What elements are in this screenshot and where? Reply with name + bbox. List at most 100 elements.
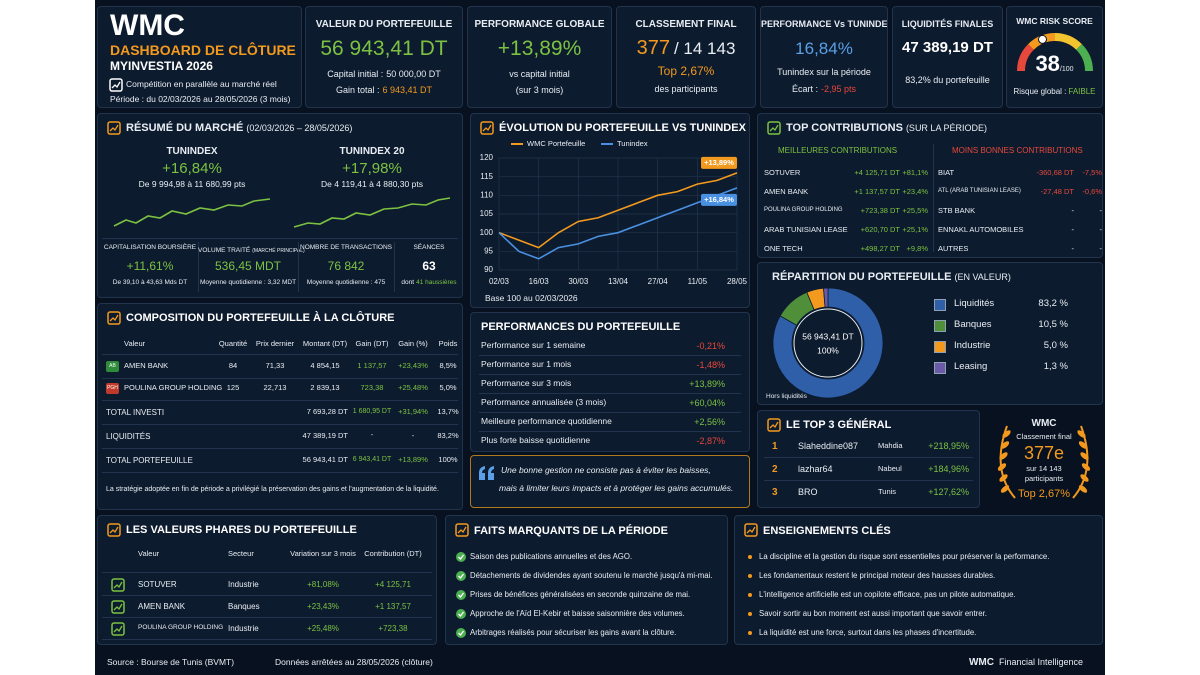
value: 6 943,41 DT [382,85,433,95]
table-header: Gain (%) [398,339,428,348]
label: VOLUME TRAITÉ [198,247,251,254]
contribution-amount: +723,38 DT [860,206,900,215]
stat-note: De 39,10 à 43,63 Mds DT [112,279,188,286]
bullet [748,555,752,559]
quote-line: mais à limiter leurs impacts et à protég… [499,483,734,493]
end-label-box [701,156,737,169]
city: Mahdia [878,441,903,450]
y-tick-label: 100 [480,228,494,237]
contribution-name: POULINA GROUP HOLDING [764,207,843,213]
table-cell: AMEN BANK [138,602,186,611]
check-mark [458,573,465,579]
footer-source: Source : Bourse de Tunis (BVMT) [107,657,235,667]
stat-note: Moyenne quotidienne : 475 [306,279,386,286]
label: Écart : [791,84,818,94]
gauge [1017,33,1093,72]
table-cell: +81,08% [307,580,339,589]
bullet [456,590,466,600]
rank: 3 [772,487,778,498]
stock-badge: PGH [106,383,119,394]
icon [111,622,125,636]
legend-label: Liquidités [954,298,995,309]
title: RÉPARTITION DU PORTEFEUILLE [772,271,952,283]
contribution-pct: - [1099,206,1103,215]
kpi-risk: WMC RISK SCORE 38/100 Risque global : FAIBL… [1006,6,1103,108]
participant-performance: +218,95% [928,441,969,451]
kpi-line: Écart : -2,95 pts [761,84,887,94]
value: 50 000,00 DT [386,69,441,79]
x-tick-label: 30/03 [568,277,589,286]
kpi-value: 377/ 14 143 [617,37,755,60]
table-cell: 5,0% [439,383,457,392]
kpi-value: 16,84% [795,39,853,58]
kpi-global-performance: PERFORMANCE GLOBALE +13,89% vs capital ini… [467,6,612,108]
icon-shape [109,78,123,92]
quote-line: Une bonne gestion ne consiste pas à évit… [501,465,711,475]
label: Gain total : [335,85,380,95]
contribution-pct: +23,4% [902,187,928,196]
kpi-note: (sur 3 mois) [515,85,564,95]
contribution-pct: +9,8% [906,244,928,253]
icon-shape [113,581,123,589]
table-cell: SOTUVER [138,580,177,589]
icon-shape [109,314,119,322]
table-cell: POULINA GROUP HOLDING [138,624,224,631]
divider [102,448,458,449]
stat-label: CAPITALISATION BOURSIÈRE [103,244,197,251]
risk-score: 38/100 [1007,51,1102,76]
contribution-pct: +25,5% [902,206,928,215]
table-header: Montant (DT) [302,339,348,348]
performance-label: Meilleure performance quotidienne [481,416,612,426]
key-lessons: ENSEIGNEMENTS CLÉS La discipline et la ge… [734,515,1103,645]
stock-badge: AB [106,361,119,372]
scale: /100 [1059,66,1074,73]
index-change: +17,98% [342,160,402,177]
divider [764,480,973,481]
contribution-pct: +25,1% [902,225,928,234]
period: Période : du 02/03/2026 au 28/05/2026 (3… [110,94,291,104]
laurel-leaf [1002,430,1011,438]
contribution-amount: +4 125,71 DT [854,168,900,177]
kpi-top: Top 2,67% [657,64,715,78]
divider [479,412,741,413]
icon [767,418,781,432]
kpi-value: 47 389,19 DT [902,39,993,56]
stat-value: 536,45 MDT [214,259,282,273]
participant-performance: +184,96% [928,464,969,474]
kpi-value: 56 943,41 DT [320,37,448,60]
bullet-dot [748,612,752,616]
end-label: +13,89% [704,158,734,167]
index-range: De 9 994,98 à 11 680,99 pts [138,179,246,189]
stat-label: VOLUME TRAITÉ (MARCHÉ PRINCIPAL) [198,244,305,255]
performance-label: Plus forte baisse quotidienne [481,435,591,445]
contribution-name: ATL (ARAB TUNISIAN LEASE) [938,188,1021,194]
x-tick-label: 13/04 [608,277,629,286]
line-chart: WMC Portefeuille Tunindex 90 95 100 105 110 115… [480,139,748,286]
divider [479,431,741,432]
check-circle [456,552,466,562]
check-circle [456,571,466,581]
bullet [748,574,752,578]
divider [198,242,199,292]
table-header: Quantité [218,339,248,348]
kpi-value: +13,89% [497,37,582,60]
bullet-dot [748,593,752,597]
divider [764,457,973,458]
brand: WMC [968,657,994,668]
legend-swatch [934,320,946,332]
table-cell: +4 125,71 [375,580,411,589]
total-weight: 83,2% [437,431,459,440]
performances: PERFORMANCES DU PORTEFEUILLE Performance … [470,312,750,452]
bullet [456,628,466,638]
panel-title: COMPOSITION DU PORTEFEUILLE À LA CLÔTURE [126,312,395,324]
kpi-cash: LIQUIDITÉS FINALES 47 389,19 DT 83,2% du p… [892,6,1003,108]
table-cell: 723,38 [360,383,384,392]
laurel-leaf [999,452,1008,460]
stat-value: 63 [422,259,436,273]
participant-performance: +127,62% [928,487,969,497]
icon-shape [480,121,494,135]
legend-label: Tunindex [617,139,648,148]
table-cell: Banques [228,602,260,611]
footer-date: Données arrêtées au 28/05/2026 (clôture) [275,657,433,667]
table-cell: 1 137,57 [357,361,387,370]
